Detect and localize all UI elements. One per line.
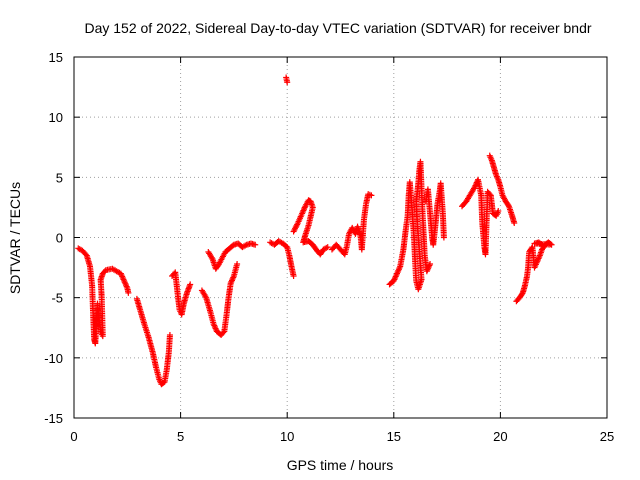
data-point (538, 242, 545, 249)
x-tick-label: 15 (387, 429, 401, 444)
y-tick-label: 10 (49, 110, 63, 125)
data-point (290, 273, 297, 280)
data-point (234, 260, 241, 267)
data-point (166, 331, 173, 338)
data-point (518, 291, 525, 298)
chart-title: Day 152 of 2022, Sidereal Day-to-day VTE… (84, 20, 591, 36)
y-axis-label: SDTVAR / TECUs (7, 182, 23, 294)
x-tick-label: 20 (493, 429, 507, 444)
data-point (440, 234, 447, 241)
data-point (324, 244, 331, 251)
data-point (486, 191, 493, 198)
x-tick-label: 5 (177, 429, 184, 444)
x-tick-label: 25 (600, 429, 614, 444)
data-point (511, 220, 518, 227)
data-point (495, 208, 502, 215)
x-tick-label: 10 (280, 429, 294, 444)
y-tick-label: -15 (44, 411, 63, 426)
data-point (187, 281, 194, 288)
data-point (427, 260, 434, 267)
y-tick-label: 5 (56, 170, 63, 185)
y-tick-label: 0 (56, 231, 63, 246)
y-tick-label: -5 (51, 291, 63, 306)
data-point (505, 202, 512, 209)
y-tick-label: 15 (49, 50, 63, 65)
axis-ticks: 0 5 10 15 20 25 -15 -10 -5 0 5 10 15 (44, 50, 614, 444)
y-tick-label: -10 (44, 351, 63, 366)
data-point (368, 192, 375, 199)
data-point (220, 329, 227, 336)
data-point (540, 242, 547, 249)
x-axis-label: GPS time / hours (287, 457, 394, 473)
data-points (75, 74, 555, 388)
data-point (284, 79, 291, 86)
x-tick-label: 0 (70, 429, 77, 444)
data-point (252, 241, 259, 248)
data-point (125, 289, 132, 296)
